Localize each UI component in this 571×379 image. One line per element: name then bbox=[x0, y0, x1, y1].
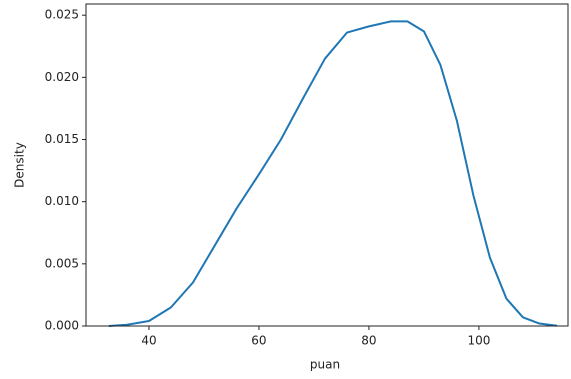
plot-frame bbox=[85, 3, 569, 327]
y-tick-label: 0.025 bbox=[45, 8, 79, 22]
x-axis-label: puan bbox=[310, 358, 340, 372]
y-axis-label: Density bbox=[13, 142, 27, 188]
y-tick-label: 0.020 bbox=[45, 70, 79, 84]
x-tick-label: 100 bbox=[467, 334, 490, 348]
y-tick-label: 0.015 bbox=[45, 132, 79, 146]
x-tick-label: 60 bbox=[251, 334, 266, 348]
line bbox=[108, 20, 558, 327]
y-tick-label: 0.000 bbox=[45, 319, 79, 333]
x-tick-label: 80 bbox=[361, 334, 376, 348]
x-tick-label: 40 bbox=[141, 334, 156, 348]
y-tick-label: 0.005 bbox=[45, 256, 79, 270]
y-tick-label: 0.010 bbox=[45, 194, 79, 208]
